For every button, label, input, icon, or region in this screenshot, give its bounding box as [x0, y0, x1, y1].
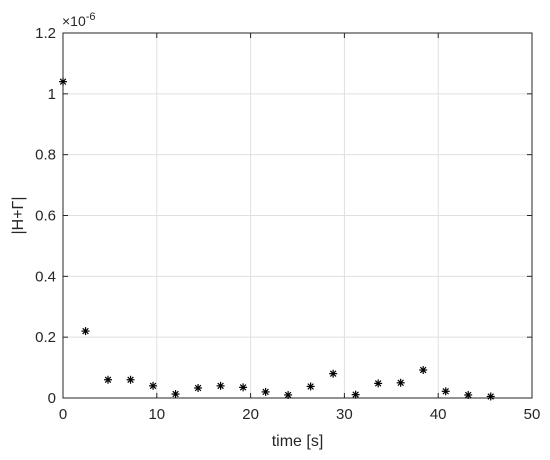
y-axis-exponent-power: -6: [86, 11, 96, 23]
y-axis-label: |H+Γ|: [10, 196, 27, 234]
data-point: [261, 387, 270, 396]
x-tick-label: 40: [430, 406, 447, 423]
y-tick-label: 0.4: [35, 268, 56, 285]
y-tick-label: 1: [48, 86, 56, 103]
x-tick-label: 10: [148, 406, 165, 423]
y-axis-exponent: ×10-6: [62, 11, 96, 29]
x-tick-label: 20: [242, 406, 259, 423]
data-point: [329, 369, 338, 378]
data-point: [486, 392, 495, 401]
data-point: [306, 382, 315, 391]
data-point: [194, 383, 203, 392]
data-point: [81, 327, 90, 336]
y-tick-label: 0.6: [35, 208, 56, 225]
x-tick-labels: 0 10 20 30 40 50: [59, 406, 541, 423]
data-point: [104, 375, 113, 384]
data-point: [374, 379, 383, 388]
data-points: [59, 77, 495, 401]
y-tick-label: 0: [48, 390, 56, 407]
data-point: [284, 390, 293, 399]
data-point: [351, 390, 360, 399]
data-point: [216, 381, 225, 390]
data-point: [171, 390, 180, 399]
x-axis-label: time [s]: [272, 433, 324, 450]
data-point: [59, 77, 67, 86]
grid-lines: [63, 33, 532, 398]
y-tick-label: 1.2: [35, 25, 56, 42]
x-tick-label: 0: [59, 406, 67, 423]
data-point: [126, 375, 135, 384]
data-point: [419, 366, 428, 375]
y-tick-labels: 0 0.2 0.4 0.6 0.8 1 1.2: [35, 25, 56, 407]
y-tick-label: 0.8: [35, 147, 56, 164]
data-point: [396, 378, 405, 387]
data-point: [464, 390, 473, 399]
data-point: [239, 383, 248, 392]
data-point: [441, 387, 450, 396]
data-point: [149, 381, 158, 390]
axis-ticks: [62, 32, 533, 399]
y-tick-label: 0.2: [35, 329, 56, 346]
x-tick-label: 30: [336, 406, 353, 423]
y-axis-exponent-base: ×10: [62, 13, 86, 29]
x-tick-label: 50: [524, 406, 541, 423]
